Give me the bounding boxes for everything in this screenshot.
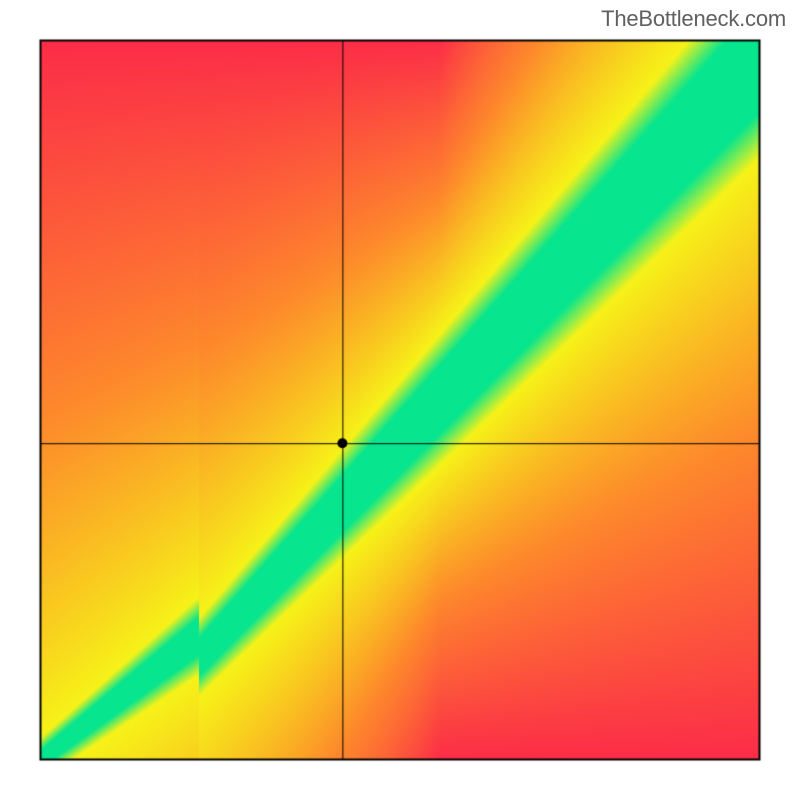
watermark-text: TheBottleneck.com [601, 6, 786, 32]
chart-container: TheBottleneck.com [0, 0, 800, 800]
bottleneck-heatmap-canvas [0, 0, 800, 800]
